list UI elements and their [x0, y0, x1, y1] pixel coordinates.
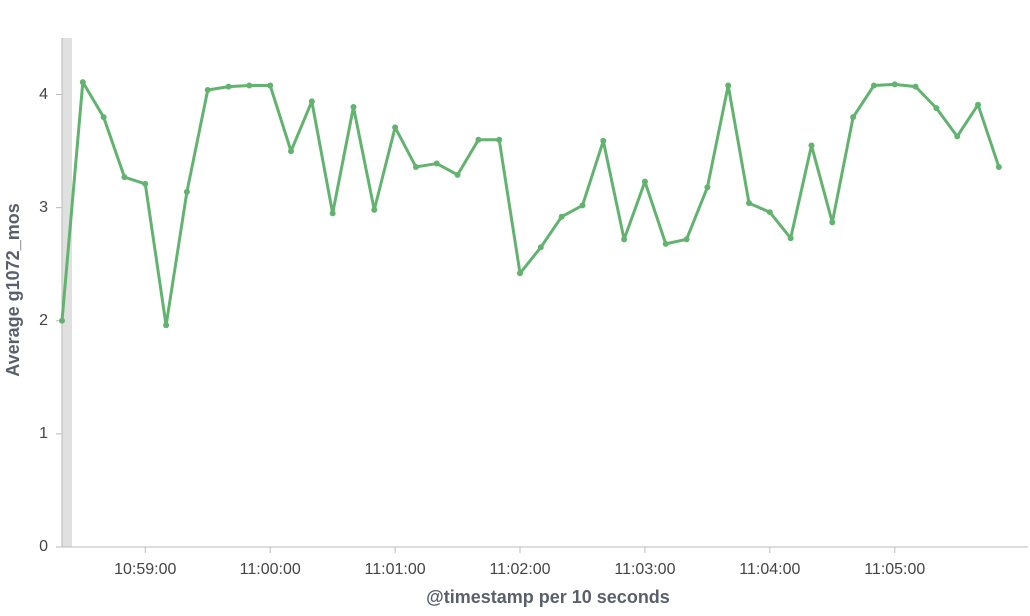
point	[392, 124, 399, 131]
point	[142, 180, 149, 187]
point	[59, 317, 65, 324]
y-tick-label: 0	[39, 538, 48, 555]
point	[850, 114, 857, 121]
x-tick-label: 10:59:00	[114, 561, 176, 578]
line	[60, 80, 1001, 327]
point	[163, 322, 170, 329]
x-tick-label: 11:02:00	[489, 561, 550, 578]
point	[870, 82, 877, 89]
point	[267, 82, 274, 89]
point	[288, 148, 295, 155]
point	[808, 142, 815, 149]
point	[517, 270, 524, 277]
x-tick-label: 11:00:00	[240, 561, 301, 578]
point	[537, 244, 544, 251]
point	[829, 219, 836, 226]
point	[433, 160, 440, 167]
point	[329, 210, 336, 217]
point	[121, 174, 128, 181]
point	[246, 82, 253, 89]
x-tick-label: 11:04:00	[739, 561, 800, 578]
point	[704, 184, 711, 191]
point	[496, 136, 503, 143]
point	[975, 101, 982, 108]
point	[641, 178, 648, 185]
axis-highlight	[62, 38, 72, 547]
x-axis-title: @timestamp per 10 seconds	[426, 587, 670, 607]
point	[225, 83, 232, 90]
point	[100, 114, 107, 121]
point	[475, 136, 482, 143]
point	[558, 213, 565, 220]
point	[912, 83, 919, 90]
point	[995, 163, 1002, 170]
y-tick-label: 2	[39, 312, 48, 329]
y-tick-label: 1	[39, 425, 48, 442]
point	[725, 82, 732, 89]
x-tick-label: 11:01:00	[365, 561, 426, 578]
point	[183, 188, 190, 195]
x-tick-label: 11:03:00	[614, 561, 675, 578]
point	[621, 236, 628, 243]
point	[579, 202, 586, 209]
y-axis-title: Average g1072_mos	[3, 203, 23, 376]
point	[454, 171, 461, 178]
point	[371, 206, 378, 213]
point	[954, 133, 961, 140]
point	[662, 240, 669, 247]
point	[683, 236, 690, 243]
point	[891, 81, 898, 88]
y-tick-label: 3	[39, 199, 48, 216]
point	[350, 103, 357, 110]
point	[746, 200, 753, 207]
point	[308, 98, 315, 105]
y-tick-label: 4	[39, 86, 48, 103]
point	[79, 79, 86, 86]
point	[600, 137, 607, 144]
point	[204, 87, 211, 94]
point	[766, 209, 773, 216]
point	[787, 235, 794, 242]
x-tick-label: 11:05:00	[864, 561, 925, 578]
point	[933, 105, 940, 112]
point	[412, 163, 419, 170]
